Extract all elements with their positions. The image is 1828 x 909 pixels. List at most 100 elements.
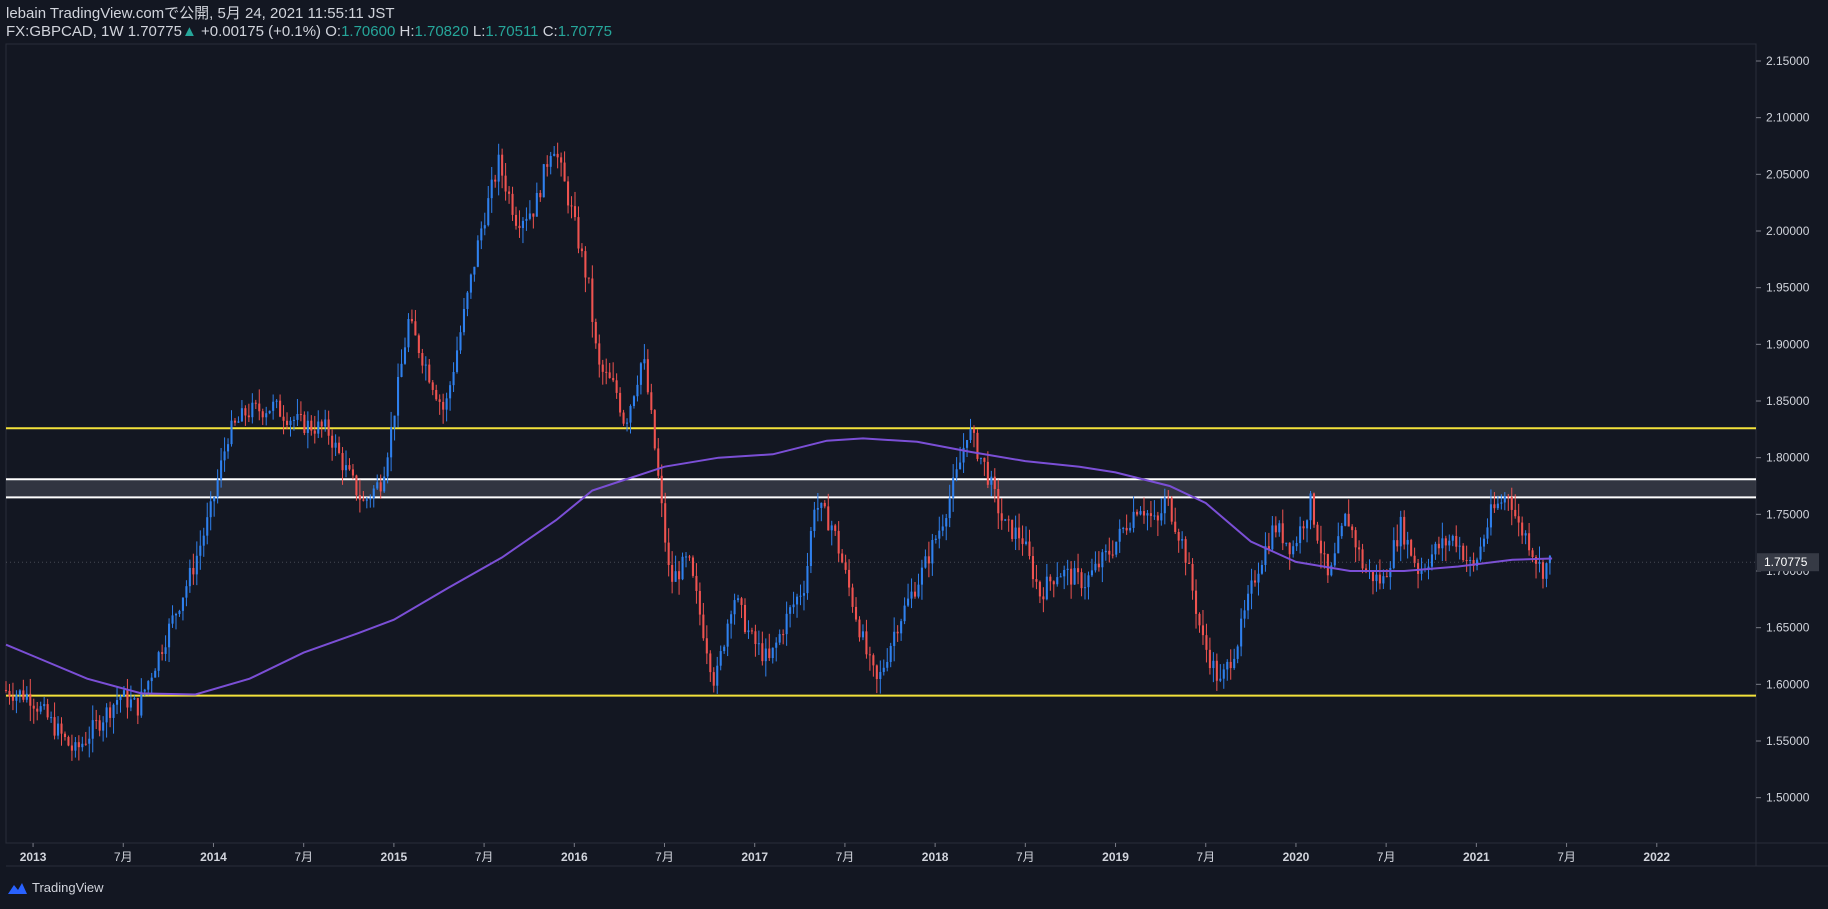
candle-body [757, 643, 760, 645]
candle-body [1281, 523, 1284, 544]
candle-body [1181, 539, 1184, 541]
candle-body [449, 385, 452, 399]
candle-body [1191, 563, 1194, 591]
candle-body [882, 667, 885, 672]
candle-body [1528, 533, 1531, 551]
candle-body [719, 651, 722, 666]
candle-body [109, 707, 112, 718]
y-tick-label: 1.80000 [1766, 451, 1810, 465]
candle-body [407, 319, 410, 348]
candle-body [879, 671, 882, 680]
candle-body [4, 690, 8, 691]
candle-body [220, 460, 223, 480]
candle-body [1524, 533, 1527, 536]
candle-body [948, 497, 951, 519]
candle-body [1479, 546, 1482, 560]
moving-average-line [5, 437, 1553, 696]
candle-body [209, 501, 212, 518]
candle-body [518, 225, 521, 229]
candle-body [1476, 559, 1479, 566]
candle-body [521, 220, 524, 229]
candle-body [202, 535, 205, 546]
candle-body [1510, 496, 1513, 510]
candle-body [709, 653, 712, 673]
candle-body [1538, 562, 1541, 564]
candle-body [67, 737, 70, 746]
candle-body [1503, 496, 1506, 503]
candle-body [1083, 587, 1087, 589]
candle-body [997, 489, 1000, 514]
up-arrow-icon: ▲ [181, 23, 197, 40]
candle-body [115, 700, 119, 705]
candle-body [979, 457, 982, 459]
candle-body [102, 722, 105, 731]
candle-body [528, 213, 531, 219]
candle-body [351, 469, 354, 476]
candle-body [1222, 669, 1225, 679]
candle-body [1541, 562, 1545, 579]
candle-body [1059, 576, 1062, 578]
close-value: 1.70775 [557, 23, 612, 40]
x-tick-label: 2017 [741, 850, 768, 864]
candle-body [945, 518, 948, 527]
candle-body [63, 733, 67, 738]
candle-body [726, 623, 729, 647]
candle-body [435, 389, 438, 400]
candle-body [1038, 581, 1041, 597]
candle-body [1437, 543, 1440, 549]
candle-body [18, 690, 21, 695]
candle-body [29, 693, 32, 706]
candle-body [900, 621, 903, 634]
candle-body [1434, 543, 1437, 555]
candle-body [861, 631, 864, 638]
candle-body [1125, 527, 1128, 531]
candle-body [174, 613, 178, 616]
candle-body [598, 343, 601, 365]
candle-body [129, 699, 132, 708]
candle-body [469, 274, 472, 293]
candle-body [702, 614, 705, 639]
candle-body [1028, 541, 1031, 557]
candle-body [285, 420, 289, 425]
x-tick-label: 2020 [1283, 850, 1310, 864]
candle-body [1167, 497, 1170, 499]
candle-body [1118, 528, 1121, 542]
candle-body [969, 428, 972, 441]
candle-body [809, 531, 812, 566]
candle-body [917, 584, 920, 597]
candle-body [459, 332, 462, 351]
candle-body [1302, 526, 1305, 529]
candle-body [348, 465, 351, 470]
candle-body [1080, 572, 1083, 589]
candle-body [1299, 526, 1302, 544]
candle-body [868, 654, 871, 656]
candle-body [8, 690, 11, 697]
candle-body [962, 447, 965, 463]
open-value: 1.70600 [341, 23, 396, 40]
candle-body [754, 631, 757, 645]
candle-body [1382, 576, 1385, 584]
candle-body [213, 497, 216, 502]
y-tick-label: 1.65000 [1766, 621, 1810, 635]
candle-body [1385, 576, 1388, 578]
candle-body [1045, 576, 1048, 600]
candle-body [1188, 562, 1191, 564]
tradingview-logo[interactable]: TradingView [6, 880, 104, 895]
candle-body [1288, 542, 1291, 555]
x-tick-label: 7月 [1016, 850, 1035, 864]
candle-body [1101, 552, 1104, 568]
y-tick-label: 1.95000 [1766, 281, 1810, 295]
candle-body [858, 619, 861, 638]
candle-body [1361, 549, 1364, 569]
candle-body [1070, 568, 1073, 585]
candle-body [188, 567, 191, 587]
candle-body [22, 690, 25, 700]
candle-body [837, 530, 840, 554]
candle-body [341, 453, 344, 471]
candle-body [442, 401, 445, 410]
candle-body [924, 556, 927, 568]
candle-body [1312, 493, 1316, 525]
candle-body [972, 428, 976, 433]
price-change: +0.00175 (+0.1%) [200, 23, 322, 40]
